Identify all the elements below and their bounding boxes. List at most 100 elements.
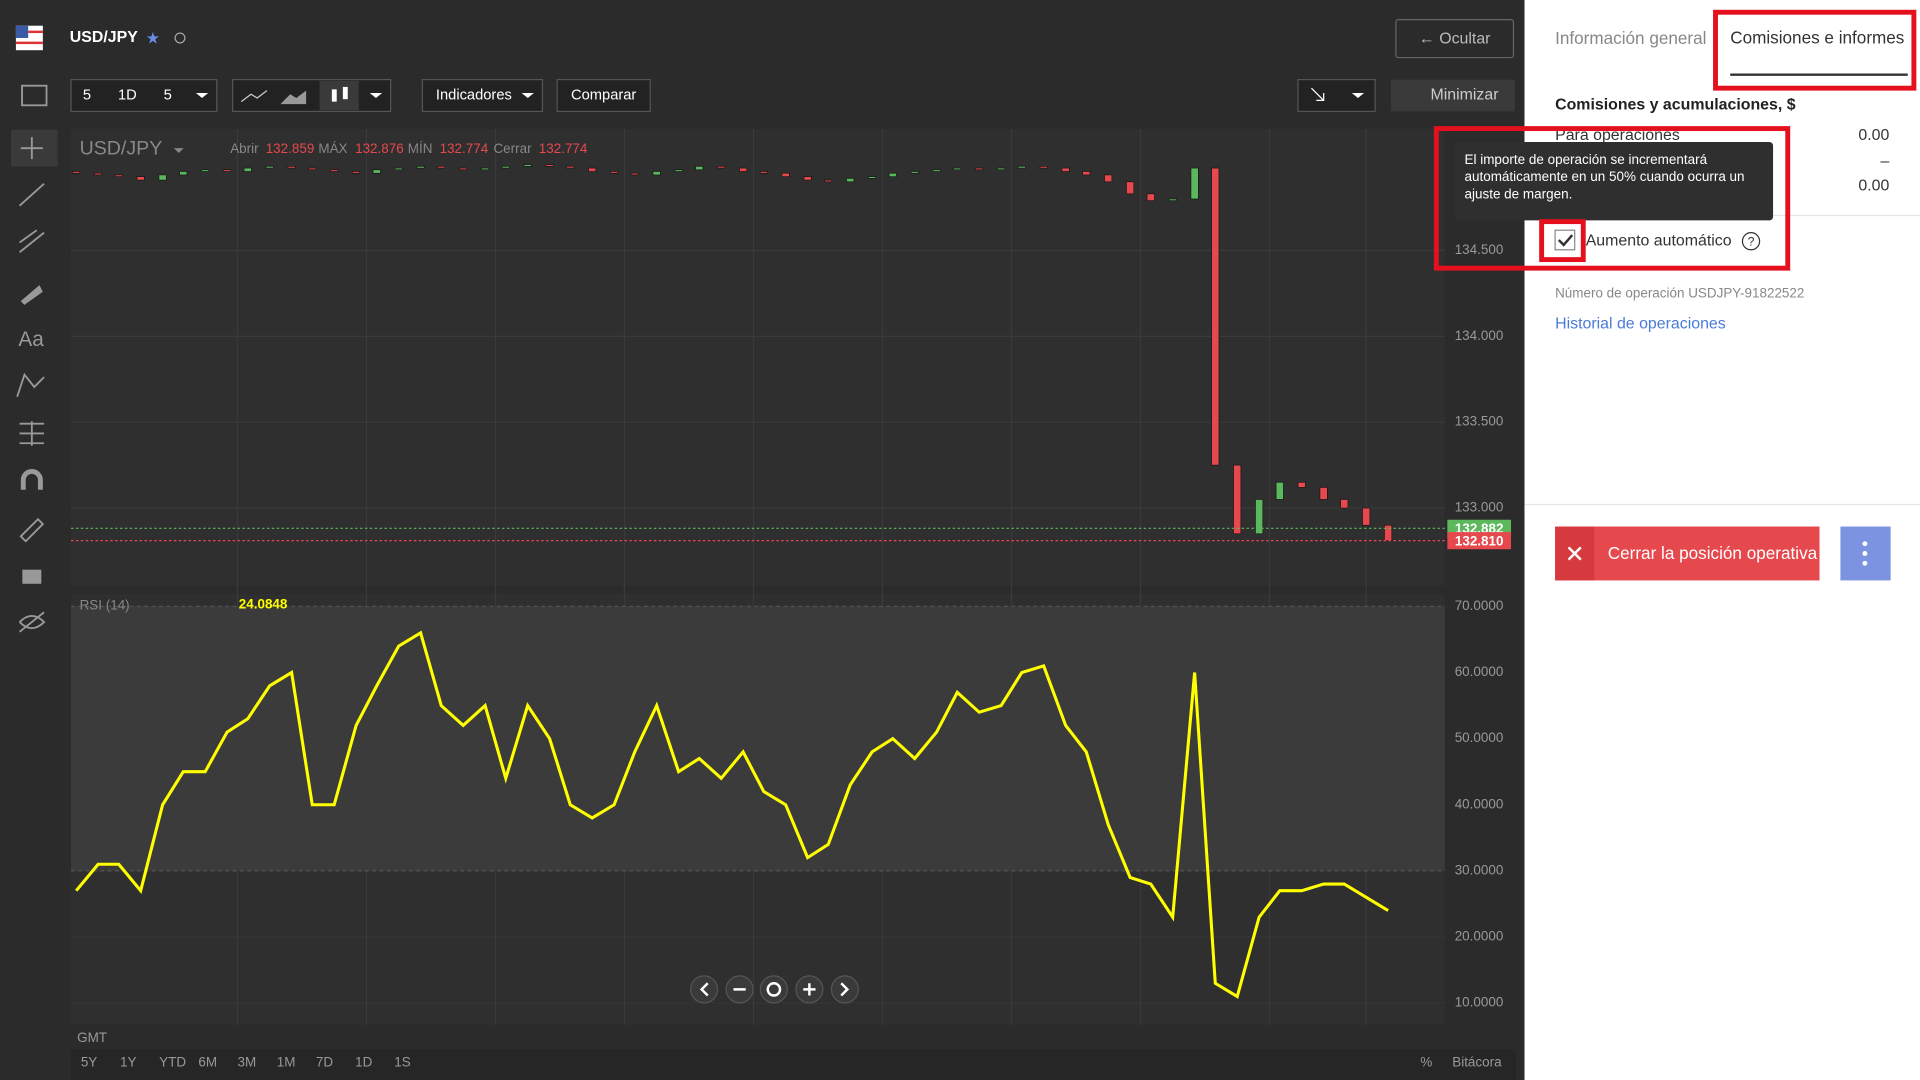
candle <box>158 174 167 181</box>
interval2[interactable]: 5 <box>164 87 172 103</box>
candle <box>372 169 381 174</box>
y-tick-label: 60.0000 <box>1455 664 1504 679</box>
price-tag <box>1447 532 1512 550</box>
scroll-left[interactable] <box>690 975 719 1004</box>
clip <box>1819 526 1830 581</box>
tool[interactable] <box>18 182 45 207</box>
zoom-glyphs <box>699 982 850 997</box>
candle <box>1297 481 1306 488</box>
row-label: Para operaciones <box>1555 127 1680 144</box>
tool[interactable] <box>20 285 43 305</box>
tool[interactable] <box>22 569 42 584</box>
candle <box>610 171 619 174</box>
indicators-label: Indicadores <box>436 87 512 103</box>
period[interactable]: YTD <box>159 1054 186 1069</box>
tooltip-text: El importe de operación se incrementará … <box>1464 153 1745 203</box>
tool[interactable] <box>16 372 45 398</box>
hide-button[interactable] <box>1395 18 1515 59</box>
highlight <box>1713 9 1917 91</box>
candle <box>1190 167 1199 200</box>
checkbox[interactable] <box>1554 229 1576 251</box>
candle <box>1319 487 1328 500</box>
candle-icon[interactable] <box>331 89 337 102</box>
candle <box>308 167 317 171</box>
auto-label[interactable]: Aumento automático <box>1586 232 1732 249</box>
dropdown[interactable] <box>369 93 383 98</box>
candle <box>588 167 597 172</box>
timezone: GMT <box>77 1030 107 1045</box>
candle <box>94 172 103 176</box>
tool[interactable] <box>19 517 45 543</box>
period[interactable]: 1M <box>277 1054 296 1069</box>
y-tick-label: 50.0000 <box>1455 730 1504 745</box>
candle <box>243 167 252 172</box>
candle <box>997 167 1006 171</box>
log[interactable]: Bitácora <box>1452 1054 1502 1069</box>
period[interactable]: 1S <box>394 1054 410 1069</box>
search-icon[interactable] <box>174 32 186 44</box>
highlight <box>1539 219 1586 263</box>
candle <box>459 167 468 171</box>
candle <box>695 166 704 171</box>
candle <box>674 169 683 172</box>
period[interactable]: 1D <box>355 1054 372 1069</box>
candle <box>1211 167 1220 466</box>
y-tick-label: 40.0000 <box>1455 796 1504 811</box>
candle <box>1039 166 1048 169</box>
help-icon[interactable] <box>1741 232 1761 251</box>
tab-general[interactable]: Información general <box>1555 28 1706 48</box>
candle <box>652 171 661 176</box>
reset[interactable] <box>759 975 788 1004</box>
candle <box>201 169 210 172</box>
history-link[interactable]: Historial de operaciones <box>1555 316 1726 333</box>
legend-close: 132.774 <box>539 141 588 156</box>
candle-icon[interactable] <box>342 86 348 100</box>
tool[interactable] <box>20 469 43 490</box>
minimize-button[interactable] <box>1391 79 1515 112</box>
y-tick-label: 70.0000 <box>1455 598 1504 613</box>
period[interactable]: 5Y <box>81 1054 97 1069</box>
draw-direction[interactable] <box>1297 78 1376 113</box>
chart-type-group[interactable] <box>232 78 392 113</box>
interval-group[interactable] <box>70 78 218 113</box>
tool[interactable] <box>19 421 45 446</box>
section-title: Comisiones y acumulaciones, $ <box>1555 97 1796 114</box>
candle <box>1061 167 1070 172</box>
dropdown[interactable] <box>195 93 209 98</box>
period[interactable]: 7D <box>316 1054 333 1069</box>
candle <box>1340 499 1349 509</box>
area-icon[interactable] <box>280 90 307 105</box>
candle-icon-bg[interactable] <box>319 80 359 111</box>
highlight <box>1433 126 1791 271</box>
text-tool[interactable]: Aa <box>18 328 44 351</box>
range[interactable]: 1D <box>118 87 137 103</box>
compare-button[interactable] <box>556 78 651 113</box>
tool[interactable] <box>20 137 43 160</box>
indicators-button[interactable] <box>421 78 544 113</box>
interval[interactable]: 5 <box>83 87 91 103</box>
close-button[interactable] <box>1555 526 1820 581</box>
dropdown[interactable] <box>173 148 184 154</box>
tool[interactable] <box>21 84 48 107</box>
candle <box>717 166 726 169</box>
dropdown[interactable] <box>1351 93 1365 98</box>
period[interactable]: 3M <box>238 1054 257 1069</box>
y-tick-label: 133.000 <box>1455 500 1504 515</box>
y-tick-label: 10.0000 <box>1455 995 1504 1010</box>
period[interactable]: 1Y <box>120 1054 136 1069</box>
legend-open: 132.859 <box>266 141 315 156</box>
tab-commissions[interactable]: Comisiones e informes <box>1730 28 1904 48</box>
period[interactable]: 6M <box>198 1054 217 1069</box>
tool[interactable] <box>18 611 46 633</box>
minimize-label: Minimizar <box>1430 87 1499 104</box>
scroll-right[interactable] <box>830 975 859 1004</box>
period-bar <box>71 1049 1516 1080</box>
tool[interactable] <box>19 229 45 253</box>
line-icon[interactable] <box>240 90 268 103</box>
percent[interactable]: % <box>1420 1054 1432 1069</box>
candle <box>394 167 403 171</box>
favorite[interactable]: ★ <box>146 30 160 47</box>
legend-low: 132.774 <box>440 141 489 156</box>
candle <box>114 174 123 177</box>
symbol: USD/JPY <box>70 29 138 46</box>
